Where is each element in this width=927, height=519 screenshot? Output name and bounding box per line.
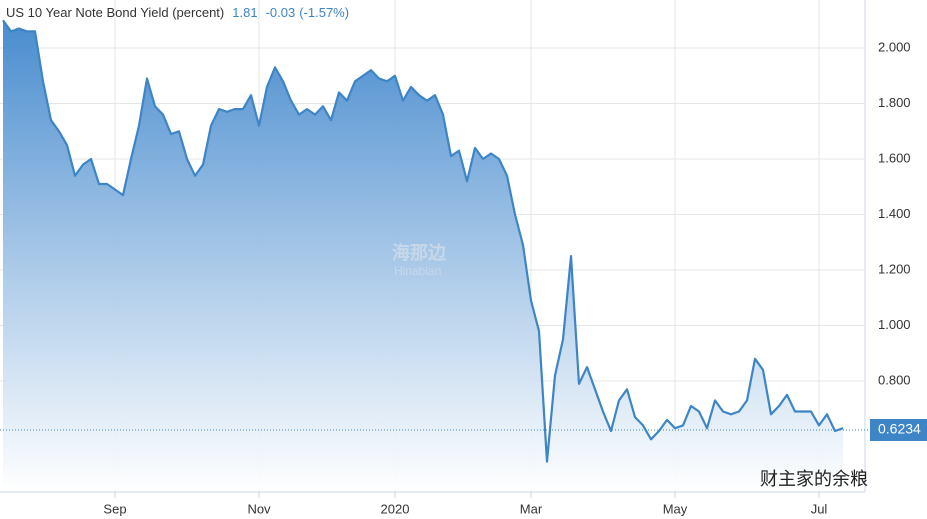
watermark-sub: Hinabian [394,264,441,278]
y-tick-label: 1.400 [878,206,911,221]
area-fill [3,20,843,493]
y-tick-label: 2.000 [878,39,911,54]
line [2,19,844,463]
chart-title: US 10 Year Note Bond Yield (percent) [6,5,224,20]
header-change: -0.03 [266,5,296,20]
y-tick-label: 0.800 [878,372,911,387]
footer-tag: 财主家的余粮 [760,469,868,489]
last-value-box [870,419,927,442]
x-tick-label: Jul [811,501,828,516]
header-change-pct: (-1.57%) [299,5,349,20]
header: US 10 Year Note Bond Yield (percent) 1.81… [6,5,349,20]
last-value-label: 0.6234 [878,421,921,437]
x-tick-label: 2020 [381,501,410,516]
watermark: 海那边 [392,242,447,263]
y-tick-label: 1.600 [878,150,911,165]
header-value: 1.81 [232,5,257,20]
y-tick-label: 1.000 [878,317,911,332]
y-tick-label: 1.800 [878,95,911,110]
x-tick-label: Nov [247,501,271,516]
x-tick-label: Sep [103,501,126,516]
plot [0,0,865,493]
y-tick-label: 1.200 [878,261,911,276]
x-tick-label: Mar [520,501,543,516]
x-tick-label: May [663,501,688,516]
